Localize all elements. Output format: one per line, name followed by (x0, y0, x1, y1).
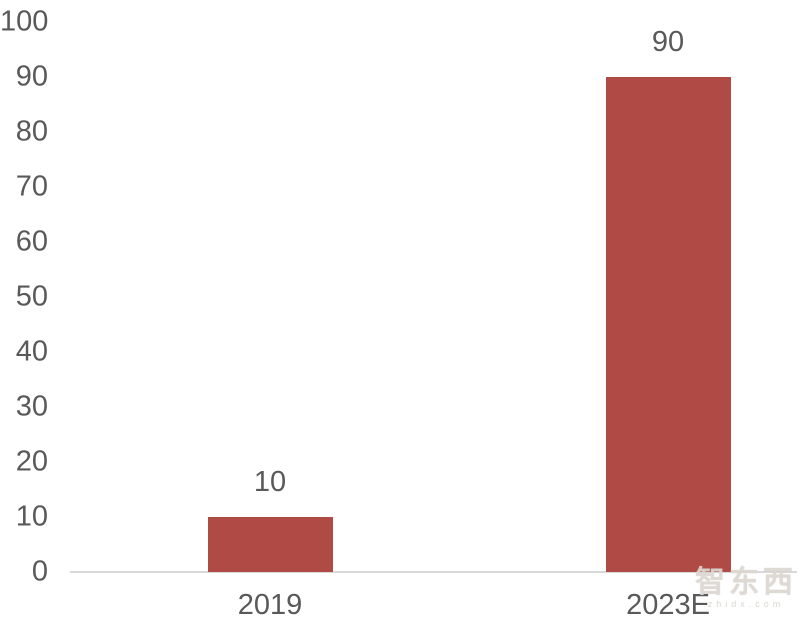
y-axis-tick-label: 60 (15, 225, 48, 258)
y-axis-tick-label: 20 (15, 445, 48, 478)
x-axis-line (70, 571, 797, 573)
y-axis-tick-label: 70 (15, 170, 48, 203)
y-axis-tick-label: 100 (0, 5, 49, 38)
y-axis-tick-label: 30 (15, 390, 48, 423)
y-axis-tick-label: 0 (31, 555, 48, 588)
y-axis-tick-label: 90 (15, 60, 48, 93)
bar-2019 (207, 517, 333, 572)
y-axis-tick-label: 40 (15, 335, 48, 368)
data-label-2023E: 90 (651, 26, 685, 58)
y-axis-tick-label: 80 (15, 115, 48, 148)
x-axis-label-2023E: 2023E (626, 589, 710, 621)
y-axis-tick-label: 10 (15, 500, 48, 533)
data-label-2019: 10 (253, 466, 287, 498)
x-axis-label-2019: 2019 (237, 589, 303, 621)
y-axis-tick-label: 50 (15, 280, 48, 313)
bar-2023E (605, 77, 731, 572)
